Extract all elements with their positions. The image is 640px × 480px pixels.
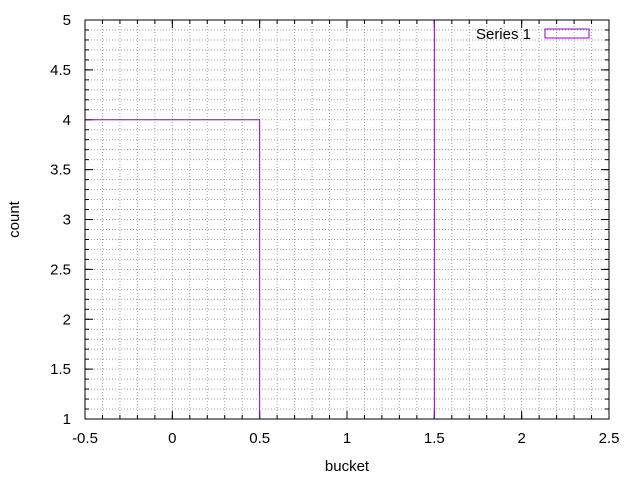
- y-axis-label: count: [6, 200, 23, 238]
- legend-swatch-series-1: [544, 28, 590, 39]
- legend: Series 1: [476, 26, 590, 43]
- y-tick-label-4: 3: [63, 212, 71, 229]
- y-tick-label-1: 1.5: [50, 361, 71, 378]
- x-tick-label-5: 2: [517, 430, 525, 447]
- x-tick-label-4: 1.5: [424, 430, 445, 447]
- grid-lines: [84, 19, 610, 420]
- y-tick-labels: 1 1.5 2 2.5 3 3.5 4 4.5 5: [50, 12, 71, 428]
- x-tick-labels: -0.5 0 0.5 1 1.5 2 2.5: [72, 430, 619, 447]
- x-tick-label-3: 1: [343, 430, 351, 447]
- y-tick-label-5: 3.5: [50, 162, 71, 179]
- y-tick-label-2: 2: [63, 311, 71, 328]
- plot-frame: [84, 19, 610, 420]
- y-tick-label-0: 1: [63, 411, 71, 428]
- x-axis-label: bucket: [325, 458, 370, 475]
- x-tick-label-1: 0: [168, 430, 176, 447]
- y-tick-label-7: 4.5: [50, 62, 71, 79]
- x-tick-label-2: 0.5: [249, 430, 270, 447]
- y-tick-label-8: 5: [63, 12, 71, 29]
- x-tick-label-0: -0.5: [72, 430, 98, 447]
- y-tick-label-3: 2.5: [50, 261, 71, 278]
- x-tick-label-6: 2.5: [599, 430, 620, 447]
- legend-label-series-1: Series 1: [476, 26, 531, 43]
- y-tick-label-6: 4: [63, 112, 71, 129]
